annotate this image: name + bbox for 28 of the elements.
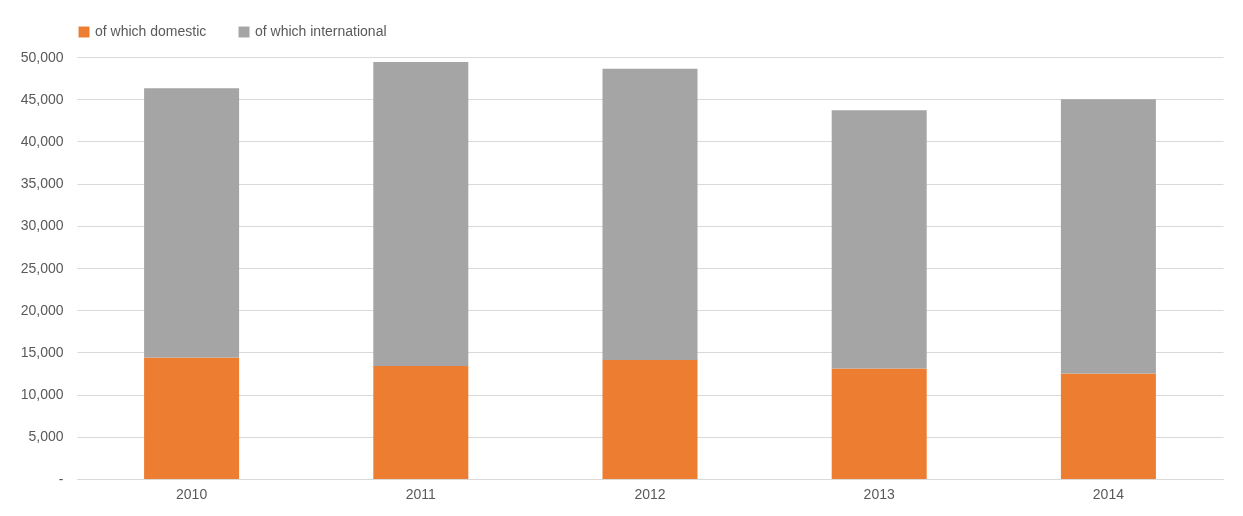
bar xyxy=(831,368,927,479)
x-tick-label: 2013 xyxy=(863,485,895,502)
y-tick-label: 5,000 xyxy=(28,428,64,445)
bar xyxy=(373,365,469,479)
y-tick-label: 40,000 xyxy=(20,132,64,149)
x-tick-label: 2012 xyxy=(634,485,666,502)
y-tick-label: - xyxy=(58,470,64,487)
y-tick-label: 45,000 xyxy=(20,90,64,107)
y-tick-label: 20,000 xyxy=(20,301,64,318)
y-tick-label: 50,000 xyxy=(20,48,64,65)
x-tick-label: 2014 xyxy=(1092,485,1125,502)
bar xyxy=(144,357,240,479)
bar xyxy=(373,62,469,366)
bar xyxy=(1060,99,1156,374)
bar xyxy=(831,110,927,369)
x-tick-label: 2010 xyxy=(176,485,208,502)
y-tick-label: 35,000 xyxy=(20,175,64,192)
x-tick-label: 2011 xyxy=(405,485,437,502)
y-tick-label: 15,000 xyxy=(20,343,64,360)
bar xyxy=(602,360,698,479)
legend-label: of which domestic xyxy=(95,23,207,39)
bar xyxy=(144,88,240,358)
bar xyxy=(602,68,698,360)
bar xyxy=(1060,373,1156,479)
y-tick-label: 30,000 xyxy=(20,217,64,234)
legend-label: of which international xyxy=(255,23,387,39)
y-tick-label: 10,000 xyxy=(20,386,64,403)
y-tick-label: 25,000 xyxy=(20,259,64,276)
